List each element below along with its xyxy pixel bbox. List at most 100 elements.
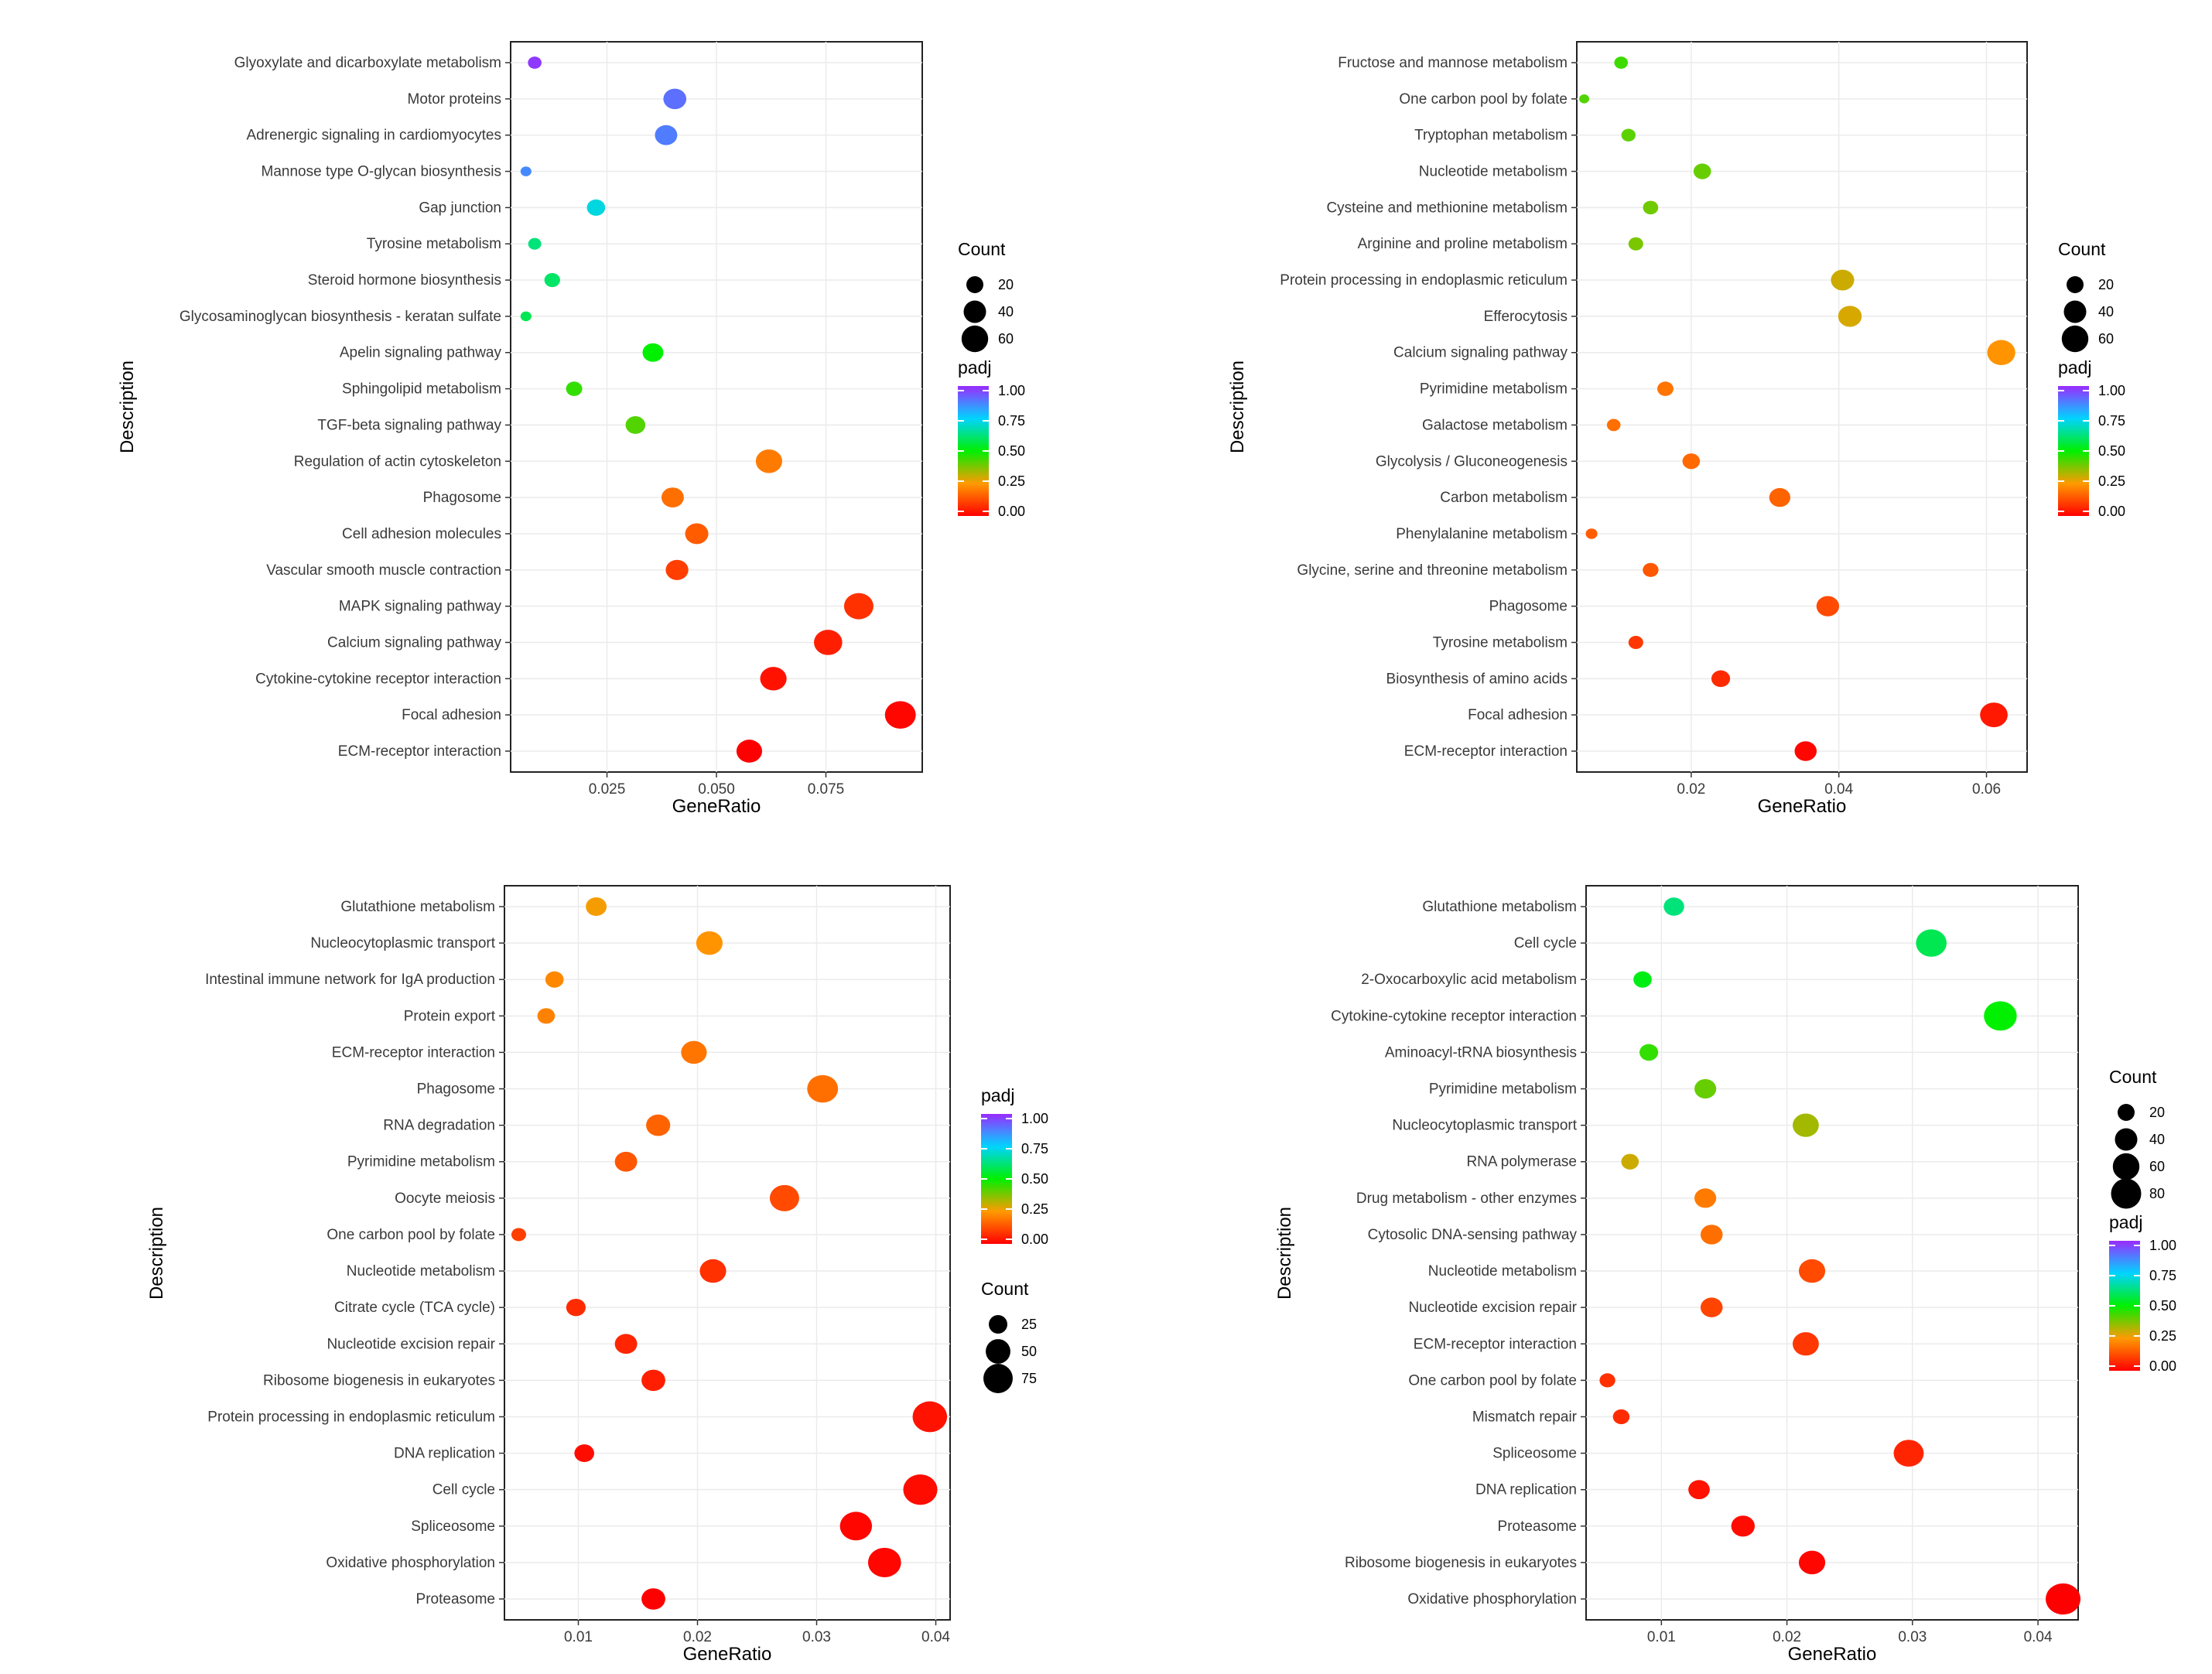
data-point — [839, 1512, 873, 1541]
x-tick-label: 0.025 — [589, 781, 626, 798]
data-point — [736, 740, 763, 763]
panel-b: Fructose and mannose metabolism One carbo… — [1227, 41, 2125, 817]
y-category-label: Oxidative phosphorylation — [326, 1555, 495, 1571]
y-category-label: ECM-receptor interaction — [1414, 1336, 1577, 1352]
padj-legend-label: 1.00 — [2098, 383, 2125, 398]
data-point — [843, 593, 874, 620]
count-legend-label: 20 — [2149, 1105, 2165, 1120]
y-category-label: Cysteine and methionine metabolism — [1326, 200, 1568, 216]
data-point — [663, 88, 687, 110]
data-point — [696, 931, 723, 955]
data-point — [1579, 94, 1590, 104]
data-point — [1639, 1044, 1659, 1061]
count-legend-label: 20 — [2098, 277, 2114, 292]
padj-legend-label: 0.00 — [2098, 504, 2125, 519]
y-category-label: Carbon metabolism — [1440, 490, 1568, 506]
y-axis-title: Description — [1274, 1207, 1295, 1300]
x-tick-label: 0.01 — [1647, 1629, 1676, 1645]
y-category-label: 2-Oxocarboxylic acid metabolism — [1361, 972, 1577, 988]
count-legend-title: Count — [981, 1279, 1029, 1299]
count-legend-dot — [963, 300, 986, 323]
data-point — [1585, 528, 1598, 539]
count-legend-title: Count — [2058, 239, 2106, 259]
y-category-label: Galactose metabolism — [1422, 417, 1568, 433]
padj-legend-title: padj — [958, 357, 991, 378]
count-legend-dot — [2061, 325, 2089, 353]
x-tick-label: 0.04 — [2024, 1629, 2053, 1645]
data-point — [655, 125, 678, 145]
data-point — [755, 449, 782, 473]
data-point — [1663, 897, 1684, 916]
data-point — [646, 1114, 671, 1136]
count-legend-dot — [2067, 276, 2084, 293]
count-legend-label: 80 — [2149, 1186, 2165, 1201]
y-category-label: Sphingolipid metabolism — [342, 381, 501, 398]
y-category-label: Vascular smooth muscle contraction — [266, 562, 501, 579]
y-category-label: Adrenergic signaling in cardiomyocytes — [247, 128, 502, 144]
panel-d: Glutathione metabolism Cell cycle 2-Oxocar… — [1274, 885, 2176, 1665]
data-point — [699, 1259, 727, 1283]
y-category-label: Oocyte meiosis — [395, 1191, 495, 1207]
data-point — [1794, 741, 1817, 761]
padj-legend-label: 1.00 — [2149, 1238, 2176, 1253]
data-point — [520, 166, 532, 176]
y-category-label: Cytokine-cytokine receptor interaction — [255, 671, 501, 687]
count-legend-dot — [986, 1339, 1010, 1364]
data-point — [1628, 635, 1643, 649]
y-category-label: Oxidative phosphorylation — [1407, 1591, 1577, 1607]
count-legend-dot — [983, 1364, 1013, 1393]
count-legend-dot — [966, 276, 983, 293]
y-category-label: Proteasome — [416, 1591, 495, 1607]
padj-legend-title: padj — [981, 1085, 1014, 1105]
count-legend-dot — [2111, 1178, 2142, 1209]
y-category-label: Citrate cycle (TCA cycle) — [334, 1300, 495, 1316]
x-axis-title: GeneRatio — [1758, 796, 1847, 817]
data-point — [1838, 306, 1862, 327]
padj-legend-label: 0.50 — [2149, 1298, 2176, 1314]
data-point — [1731, 1515, 1756, 1537]
data-point — [665, 559, 689, 580]
padj-legend-label: 1.00 — [1021, 1111, 1048, 1126]
data-point — [1599, 1373, 1615, 1388]
x-tick-label: 0.075 — [808, 781, 845, 798]
y-category-label: Biosynthesis of amino acids — [1386, 671, 1568, 687]
y-category-label: ECM-receptor interaction — [1404, 743, 1568, 760]
y-category-label: Spliceosome — [1492, 1446, 1577, 1462]
count-legend-label: 50 — [1021, 1344, 1037, 1359]
y-category-label: Glycosaminoglycan biosynthesis - keratan… — [179, 309, 501, 325]
y-category-label: Glutathione metabolism — [1422, 899, 1577, 915]
y-category-label: Tyrosine metabolism — [1433, 634, 1568, 651]
data-point — [545, 971, 564, 988]
x-axis-title: GeneRatio — [672, 796, 761, 817]
y-category-label: Nucleotide metabolism — [1419, 164, 1568, 180]
x-tick-label: 0.03 — [1898, 1629, 1927, 1645]
count-legend-dot — [989, 1315, 1007, 1334]
y-category-label: Motor proteins — [408, 91, 501, 108]
y-category-label: Focal adhesion — [402, 707, 501, 723]
y-category-label: Pyrimidine metabolism — [347, 1154, 495, 1170]
count-legend-label: 75 — [1021, 1371, 1037, 1386]
y-category-label: MAPK signaling pathway — [339, 599, 502, 615]
count-legend-label: 60 — [2098, 331, 2114, 347]
data-point — [511, 1228, 527, 1242]
data-point — [1688, 1480, 1710, 1500]
data-point — [814, 630, 843, 655]
data-point — [641, 1369, 665, 1392]
data-point — [528, 56, 542, 69]
y-category-label: Phenylalanine metabolism — [1396, 526, 1568, 542]
y-category-label: Protein processing in endoplasmic reticu… — [207, 1409, 495, 1425]
data-point — [1916, 929, 1947, 957]
y-category-label: Cytokine-cytokine receptor interaction — [1331, 1008, 1577, 1024]
y-category-label: RNA polymerase — [1466, 1154, 1577, 1170]
padj-legend-title: padj — [2058, 357, 2091, 378]
x-tick-label: 0.04 — [1824, 781, 1853, 798]
y-category-label: Glutathione metabolism — [340, 899, 495, 915]
data-point — [661, 487, 684, 508]
data-point — [2045, 1583, 2081, 1615]
y-category-label: Nucleocytoplasmic transport — [310, 935, 495, 951]
data-point — [681, 1040, 707, 1064]
y-category-label: Mannose type O-glycan biosynthesis — [262, 164, 502, 180]
data-point — [1816, 596, 1840, 617]
y-category-label: Calcium signaling pathway — [1393, 345, 1568, 361]
